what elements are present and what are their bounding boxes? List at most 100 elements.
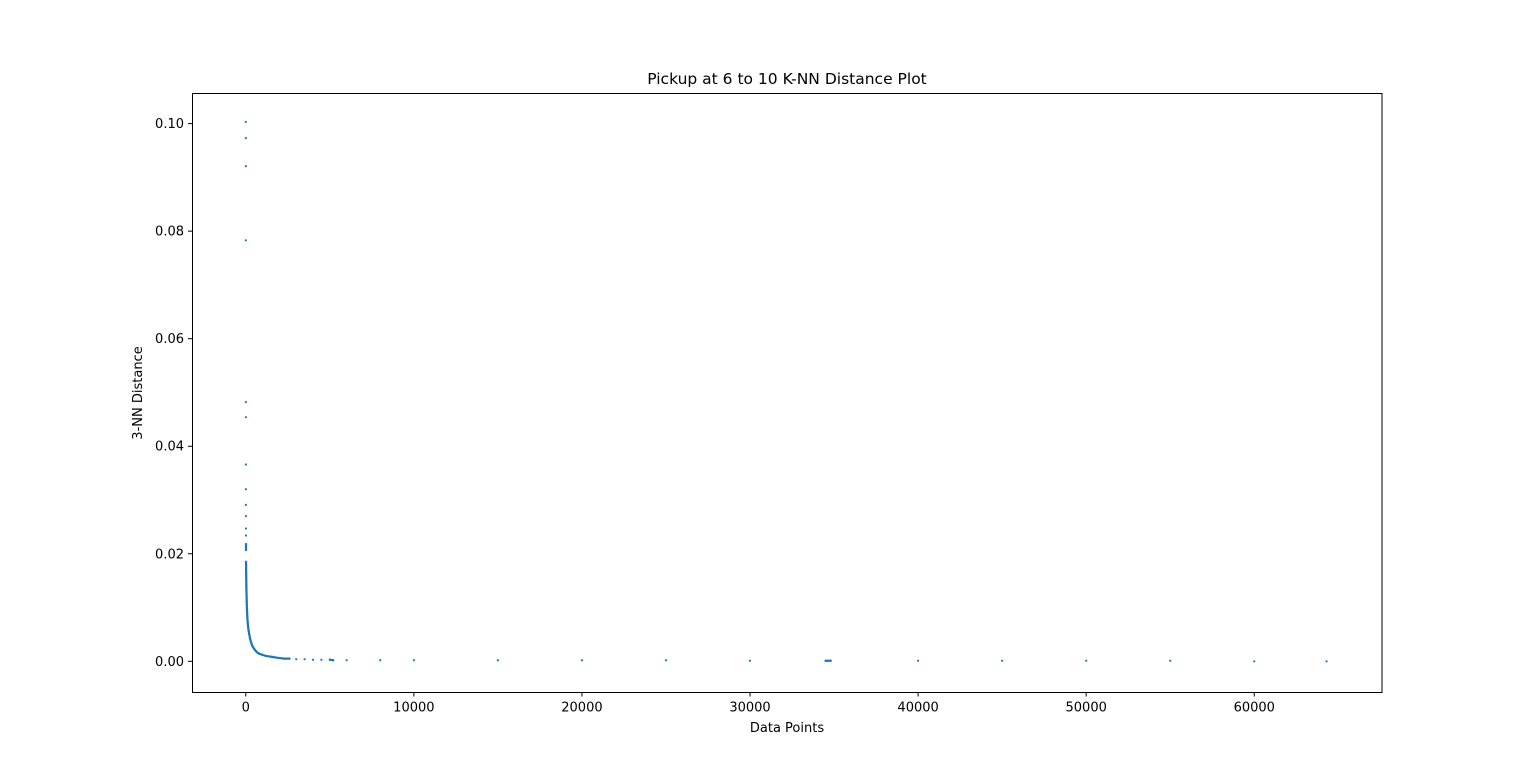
y-tick-label: 0.10	[155, 117, 184, 132]
scatter-point	[264, 654, 268, 658]
scatter-point	[288, 657, 291, 660]
scatter-point	[246, 622, 249, 625]
x-tick-label: 60000	[1234, 701, 1275, 716]
scatter-point	[254, 649, 257, 653]
scatter-point	[247, 625, 250, 629]
scatter-point	[246, 615, 249, 618]
scatter-point	[244, 542, 248, 546]
scatter-point	[244, 463, 247, 466]
scatter-point	[246, 618, 249, 621]
scatter-point	[1325, 660, 1328, 663]
scatter-point	[245, 583, 248, 586]
scatter-point	[311, 658, 315, 661]
scatter-point	[245, 570, 248, 574]
scatter-point	[251, 645, 254, 648]
scatter-point	[748, 659, 752, 662]
scatter-point	[244, 503, 248, 506]
scatter-point	[244, 527, 248, 530]
scatter-point	[244, 120, 247, 124]
scatter-point	[245, 580, 248, 583]
scatter-point	[295, 658, 298, 661]
x-axis: 0 10000 20000 30000 40000 50000 60000	[242, 692, 1275, 716]
scatter-point	[664, 659, 668, 662]
x-tick-label: 10000	[393, 701, 434, 716]
scatter-point	[244, 545, 248, 548]
plot-frame	[192, 93, 1383, 693]
scatter-point	[1001, 659, 1004, 662]
y-axis-label: 3-NN Distance	[131, 346, 146, 439]
scatter-point	[829, 659, 832, 662]
scatter-point	[244, 564, 248, 567]
scatter-point	[247, 628, 250, 631]
scatter-point	[1253, 660, 1256, 663]
x-tick-label: 30000	[729, 701, 770, 716]
scatter-point	[580, 659, 584, 662]
scatter-point	[244, 534, 248, 537]
chart-title: Pickup at 6 to 10 K-NN Distance Plot	[647, 70, 927, 88]
scatter-point	[245, 599, 248, 603]
scatter-point	[259, 653, 263, 656]
scatter-point	[244, 164, 247, 168]
scatter-series	[244, 120, 1328, 663]
y-tick-label: 0.06	[155, 332, 184, 347]
scatter-point	[320, 658, 323, 661]
scatter-point	[268, 655, 271, 658]
scatter-point	[244, 416, 247, 419]
x-tick-label: 20000	[561, 701, 602, 716]
scatter-point	[245, 593, 248, 596]
y-tick-label: 0.04	[155, 440, 184, 455]
scatter-point	[824, 659, 827, 662]
scatter-point	[244, 560, 248, 563]
scatter-point	[246, 611, 249, 615]
scatter-point	[248, 637, 252, 640]
scatter-point	[303, 658, 306, 661]
scatter-point	[245, 608, 249, 611]
scatter-point	[496, 659, 500, 662]
scatter-point	[253, 647, 256, 651]
scatter-point	[245, 596, 248, 599]
scatter-point	[248, 632, 251, 635]
x-tick-label: 0	[242, 701, 250, 716]
scatter-point	[271, 655, 274, 659]
scatter-point	[245, 578, 248, 581]
scatter-point	[244, 515, 248, 518]
scatter-point	[245, 589, 248, 592]
scatter-point	[245, 576, 248, 579]
scatter-point	[245, 568, 248, 571]
scatter-point	[412, 659, 415, 662]
scatter-point	[244, 401, 247, 404]
scatter-point	[1169, 659, 1172, 662]
scatter-point	[245, 603, 248, 606]
scatter-point	[283, 657, 286, 660]
plot-area	[244, 120, 1328, 663]
scatter-point	[278, 656, 281, 660]
scatter-point	[244, 137, 247, 140]
scatter-point	[261, 653, 264, 656]
scatter-point	[245, 586, 248, 589]
x-axis-label: Data Points	[750, 721, 824, 736]
scatter-point	[250, 643, 253, 646]
x-tick-label: 40000	[897, 701, 938, 716]
scatter-point	[274, 656, 278, 659]
scatter-point	[1085, 659, 1088, 662]
scatter-point	[244, 239, 247, 242]
scatter-point	[258, 652, 261, 655]
scatter-point	[245, 574, 248, 577]
y-tick-label: 0.02	[155, 547, 184, 562]
scatter-point	[345, 659, 348, 662]
x-tick-label: 50000	[1066, 701, 1107, 716]
scatter-point	[256, 651, 259, 654]
scatter-point	[379, 659, 382, 662]
y-tick-label: 0.00	[155, 655, 184, 670]
scatter-point	[332, 659, 335, 662]
scatter-point	[328, 658, 331, 661]
scatter-point	[244, 488, 248, 491]
y-tick-label: 0.08	[155, 225, 184, 240]
scatter-point	[249, 640, 252, 643]
scatter-point	[917, 659, 920, 662]
y-axis: 0.00 0.02 0.04 0.06 0.08 0.10	[155, 117, 192, 670]
scatter-point	[244, 548, 248, 552]
